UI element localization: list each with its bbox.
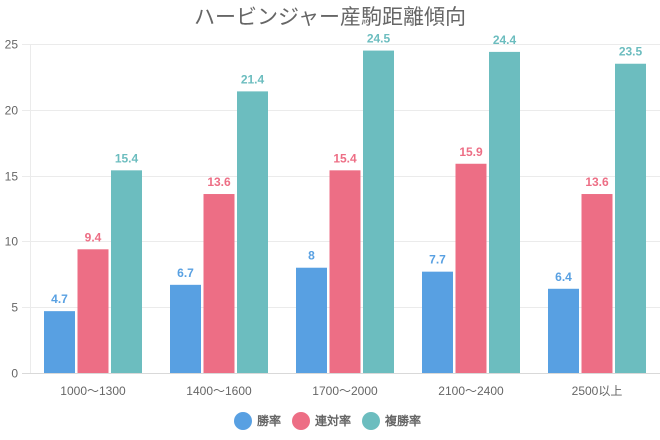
legend-label: 複勝率	[384, 413, 421, 428]
bar	[44, 311, 75, 373]
data-label: 23.5	[619, 45, 643, 59]
y-tick-label: 10	[5, 235, 19, 249]
legend-label: 連対率	[315, 413, 351, 428]
data-label: 15.4	[115, 151, 139, 165]
legend-item[interactable]: 連対率	[292, 412, 351, 430]
data-label: 13.6	[207, 175, 231, 189]
data-label: 6.7	[177, 266, 194, 280]
x-tick-label: 1700〜2000	[312, 384, 378, 398]
bar	[581, 194, 613, 373]
bar	[548, 288, 579, 373]
chart-title: ハービンジャー産駒距離傾向	[194, 5, 466, 29]
x-axis-ticks: 1000〜1300 1400〜1600 1700〜2000 2100〜2400 2500…	[60, 384, 622, 398]
bar	[237, 91, 268, 373]
legend-item[interactable]: 勝率	[234, 412, 281, 430]
y-tick-label: 25	[5, 38, 19, 52]
data-label: 8	[308, 249, 315, 263]
bar	[455, 163, 487, 373]
data-label: 7.7	[429, 253, 446, 267]
y-tick-label: 5	[11, 301, 18, 315]
legend: 勝率 連対率 複勝率	[234, 412, 421, 430]
x-tick-label: 2100〜2400	[438, 384, 504, 398]
x-tick-label: 2500以上	[572, 384, 623, 398]
data-label: 15.9	[459, 145, 483, 159]
legend-label: 勝率	[257, 413, 281, 428]
data-label: 21.4	[241, 72, 265, 86]
y-tick-label: 15	[5, 170, 19, 184]
y-axis-ticks: 0 5 10 15 20 25	[5, 38, 19, 381]
data-label: 24.5	[367, 32, 391, 46]
bar	[329, 170, 361, 373]
data-label: 24.4	[493, 33, 517, 47]
bar	[422, 271, 453, 373]
y-tick-label: 0	[11, 367, 18, 381]
legend-swatch	[234, 412, 252, 430]
bar	[111, 170, 142, 373]
bar	[489, 51, 520, 374]
y-tick-label: 20	[5, 104, 19, 118]
legend-swatch	[292, 412, 310, 430]
x-tick-label: 1400〜1600	[186, 384, 252, 398]
bars	[44, 50, 646, 374]
data-label: 6.4	[555, 270, 572, 284]
bar	[203, 194, 235, 373]
bar	[170, 284, 201, 373]
data-label: 9.4	[85, 230, 102, 244]
bar	[296, 267, 327, 373]
bar	[363, 50, 394, 374]
data-label: 15.4	[333, 151, 357, 165]
x-tick-label: 1000〜1300	[60, 384, 126, 398]
bar	[615, 63, 646, 374]
data-label: 4.7	[51, 292, 68, 306]
data-label: 13.6	[585, 175, 609, 189]
data-labels: 4.7 9.4 15.4 6.7 13.6 21.4 8 15.4 24.5 7.7 15.9 24.…	[51, 32, 642, 307]
legend-swatch	[362, 412, 380, 430]
legend-item[interactable]: 複勝率	[362, 412, 421, 430]
bar	[77, 249, 109, 373]
